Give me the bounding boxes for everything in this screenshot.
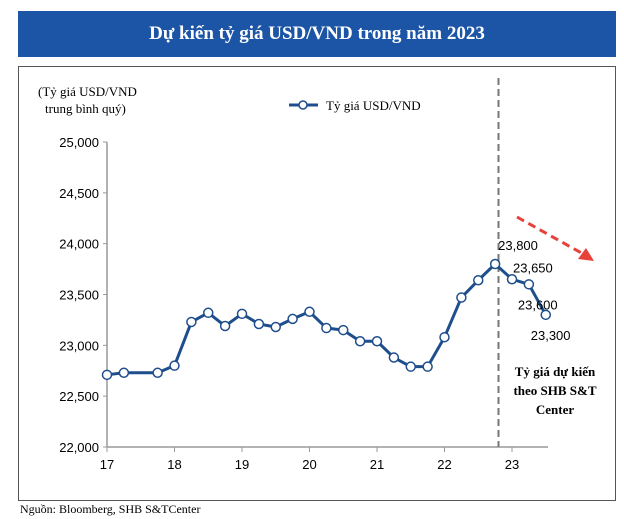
data-point bbox=[405, 361, 416, 372]
forecast-annotation: Center bbox=[536, 402, 574, 417]
data-label: 23,800 bbox=[498, 238, 538, 253]
y-axis-label: trung bình quý) bbox=[45, 101, 126, 116]
chart-frame bbox=[18, 66, 616, 501]
source-note: Nguồn: Bloomberg, SHB S&TCenter bbox=[20, 502, 201, 516]
y-tick-label: 24,500 bbox=[59, 186, 99, 201]
data-label: 23,300 bbox=[531, 328, 571, 343]
x-tick-label: 21 bbox=[370, 457, 384, 472]
data-point bbox=[287, 313, 298, 325]
data-point bbox=[371, 336, 383, 347]
y-tick-label: 23,000 bbox=[59, 338, 99, 353]
forecast-annotation: Tỷ giá dự kiến bbox=[515, 364, 596, 379]
data-point bbox=[338, 324, 349, 336]
data-point bbox=[489, 258, 501, 270]
data-point bbox=[506, 274, 518, 285]
data-label: 23,650 bbox=[513, 260, 553, 275]
y-tick-label: 22,500 bbox=[59, 389, 99, 404]
legend-marker bbox=[298, 100, 308, 110]
data-point bbox=[422, 361, 433, 372]
data-point bbox=[203, 307, 214, 319]
data-point bbox=[236, 308, 248, 320]
data-point bbox=[523, 279, 535, 290]
y-tick-label: 22,000 bbox=[59, 440, 99, 455]
y-axis-label: (Tỷ giá USD/VND bbox=[38, 84, 137, 99]
data-point bbox=[219, 320, 231, 332]
data-point bbox=[439, 331, 450, 343]
data-point bbox=[456, 292, 467, 303]
data-point bbox=[304, 306, 315, 318]
data-point bbox=[118, 367, 130, 379]
data-point bbox=[186, 316, 197, 328]
forecast-annotation: theo SHB S&T bbox=[513, 383, 596, 398]
trend-arrow-head-icon bbox=[578, 248, 594, 261]
y-tick-label: 24,000 bbox=[59, 237, 99, 252]
data-point bbox=[354, 336, 366, 347]
x-tick-label: 22 bbox=[437, 457, 451, 472]
data-point bbox=[101, 369, 113, 381]
data-point bbox=[540, 309, 551, 321]
data-point bbox=[270, 321, 281, 333]
data-point bbox=[473, 275, 484, 286]
data-point bbox=[321, 322, 332, 334]
x-tick-label: 19 bbox=[235, 457, 249, 472]
y-tick-label: 25,000 bbox=[59, 135, 99, 150]
x-tick-label: 20 bbox=[302, 457, 316, 472]
chart-title-banner: Dự kiến tỷ giá USD/VND trong năm 2023 bbox=[18, 11, 616, 57]
x-tick-label: 17 bbox=[100, 457, 114, 472]
data-label: 23,600 bbox=[518, 297, 558, 312]
data-point bbox=[388, 352, 400, 363]
data-point bbox=[169, 360, 180, 371]
x-tick-label: 18 bbox=[167, 457, 181, 472]
data-point bbox=[152, 367, 163, 379]
x-tick-label: 23 bbox=[505, 457, 519, 472]
data-point bbox=[253, 318, 265, 330]
legend-label: Tỷ giá USD/VND bbox=[326, 98, 421, 113]
y-tick-label: 23,500 bbox=[59, 288, 99, 303]
